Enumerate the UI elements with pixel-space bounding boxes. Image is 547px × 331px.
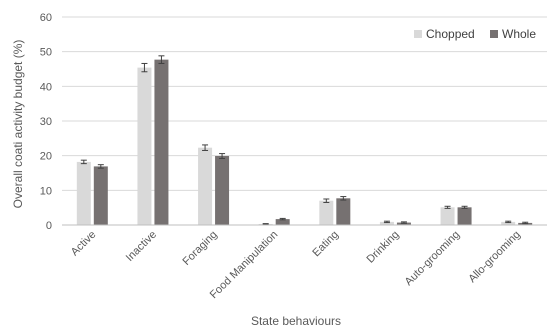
- y-tick-label: 30: [40, 116, 52, 128]
- error-bar: [97, 164, 104, 169]
- error-bar: [158, 55, 165, 64]
- error-bar: [444, 205, 451, 209]
- x-tick-label: Active: [69, 229, 99, 259]
- legend: Chopped Whole: [414, 27, 536, 41]
- error-bar: [383, 220, 390, 224]
- x-tick-label: Foraging: [180, 229, 219, 268]
- bar-chopped: [379, 221, 394, 225]
- error-bar: [323, 198, 330, 203]
- error-bar: [279, 217, 286, 221]
- y-tick-label: 60: [40, 12, 52, 24]
- error-bar: [400, 221, 407, 224]
- bar-whole: [336, 198, 351, 225]
- legend-swatch-chopped: [414, 30, 422, 38]
- bar-chopped: [319, 200, 334, 225]
- y-tick-label: 40: [40, 81, 52, 93]
- y-axis-title: Overall coati activity budget (%): [11, 40, 25, 209]
- error-bar: [505, 220, 512, 224]
- bar-chopped: [137, 67, 152, 225]
- y-tick-labels: 0 10 20 30 40 50 60: [40, 12, 52, 232]
- x-tick-label: Drinking: [365, 229, 402, 266]
- x-tick-label: Eating: [310, 229, 341, 260]
- bar-whole: [93, 166, 108, 225]
- x-axis-title: State behaviours: [251, 314, 341, 328]
- bar-chopped: [501, 221, 516, 225]
- error-bar: [219, 153, 226, 159]
- y-tick-label: 20: [40, 151, 52, 163]
- error-bar: [80, 159, 87, 165]
- y-tick-label: 10: [40, 185, 52, 197]
- error-bars: [80, 55, 529, 225]
- error-bar: [202, 144, 209, 151]
- error-bar: [262, 223, 269, 225]
- bar-chopped: [198, 147, 213, 225]
- bar-whole: [215, 156, 230, 225]
- bar-chopped: [76, 161, 91, 225]
- error-bar: [522, 221, 529, 225]
- error-bar: [141, 62, 148, 73]
- bar-whole: [154, 59, 169, 225]
- gridlines: [62, 16, 547, 191]
- y-tick-label: 50: [40, 47, 52, 59]
- x-tick-label: Auto-grooming: [403, 229, 463, 289]
- y-tick-label: 0: [46, 220, 52, 232]
- x-tick-label: Allo-grooming: [466, 229, 522, 285]
- legend-label-whole: Whole: [502, 27, 536, 41]
- bar-whole: [396, 222, 411, 225]
- x-tick-label: Inactive: [124, 229, 159, 264]
- x-tick-label: Food Manipulation: [208, 229, 280, 301]
- bar-chopped: [440, 207, 455, 225]
- error-bar: [461, 205, 468, 209]
- bar-whole: [457, 207, 472, 225]
- bars: [76, 59, 533, 225]
- bar-whole: [275, 219, 290, 225]
- legend-swatch-whole: [490, 30, 498, 38]
- error-bar: [340, 196, 347, 201]
- legend-label-chopped: Chopped: [426, 27, 475, 41]
